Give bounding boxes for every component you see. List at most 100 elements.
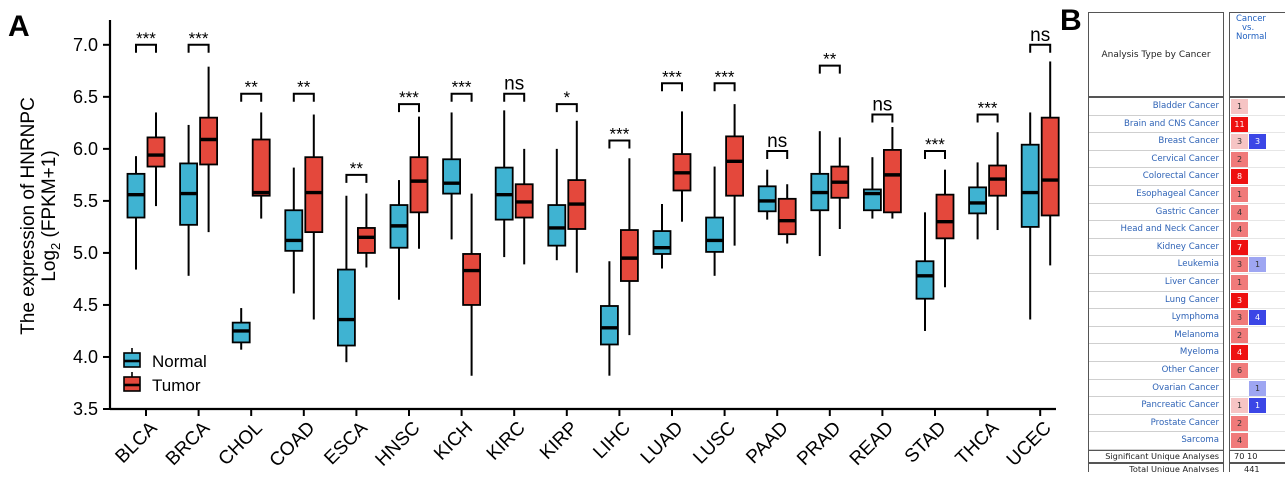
significance-label: * [563, 88, 570, 107]
significance-bracket [240, 92, 263, 102]
significance-bracket [503, 92, 526, 102]
underexpression-cell[interactable]: 1 [1249, 380, 1266, 396]
overexpression-cell[interactable]: 3 [1231, 134, 1248, 150]
significance-label: ns [872, 95, 892, 116]
table-row: 3 [1230, 292, 1285, 310]
box-tumor [462, 253, 482, 306]
overexpression-cell[interactable]: 4 [1231, 222, 1248, 238]
overexpression-cell[interactable]: 11 [1231, 116, 1248, 132]
significance-bracket [924, 149, 946, 159]
x-tick-label: PRAD [793, 418, 845, 470]
table-row-label[interactable]: Ovarian Cancer [1089, 380, 1223, 398]
x-tick-label: COAD [266, 418, 320, 472]
table-row-label[interactable]: Esophageal Cancer [1089, 186, 1223, 204]
box-tumor [251, 138, 271, 197]
table-row: 4 [1230, 204, 1285, 222]
footer-total: Total Unique Analyses 441 [1088, 463, 1285, 472]
significance-bracket [450, 92, 473, 102]
y-tick-label: 4.0 [73, 347, 98, 367]
table-row-label[interactable]: Colorectal Cancer [1089, 168, 1223, 186]
table-row-label[interactable]: Prostate Cancer [1089, 415, 1223, 433]
significance-bracket [187, 43, 210, 53]
significance-bracket [661, 82, 683, 92]
table-row-label[interactable]: Lymphoma [1089, 309, 1223, 327]
overexpression-cell[interactable]: 2 [1231, 415, 1248, 431]
header-right-line-1: Cancer [1236, 14, 1266, 24]
overexpression-cell[interactable]: 3 [1231, 257, 1248, 273]
significance-bracket [608, 139, 631, 149]
table-row: 1 [1230, 98, 1285, 116]
box-tumor [883, 149, 902, 214]
underexpression-cell[interactable]: 1 [1249, 257, 1266, 273]
table-row-label[interactable]: Leukemia [1089, 256, 1223, 274]
x-tick-label: ESCA [320, 417, 372, 469]
significance-bracket [766, 149, 789, 159]
overexpression-cell[interactable]: 1 [1231, 99, 1248, 114]
table-row-label[interactable]: Breast Cancer [1089, 133, 1223, 151]
underexpression-cell[interactable]: 4 [1249, 310, 1266, 326]
box-normal [547, 204, 567, 247]
table-row-label[interactable]: Cervical Cancer [1089, 151, 1223, 169]
x-tick-label: UCEC [1003, 418, 1056, 471]
significance-label: ** [823, 50, 837, 69]
overexpression-cell[interactable]: 4 [1231, 433, 1248, 449]
significance-label: *** [136, 29, 156, 48]
significance-bracket [976, 113, 999, 123]
overexpression-cell[interactable]: 7 [1231, 239, 1248, 255]
table-row: 4 [1230, 344, 1285, 362]
y-axis-label-line1: The expression of HNRNPC [18, 97, 39, 335]
overexpression-cell[interactable]: 6 [1231, 362, 1248, 378]
overexpression-cell[interactable]: 3 [1231, 292, 1248, 308]
overexpression-cell[interactable]: 1 [1231, 274, 1248, 290]
overexpression-cell[interactable]: 3 [1231, 310, 1248, 326]
x-tick-label: READ [846, 418, 898, 470]
overexpression-cell[interactable]: 1 [1231, 186, 1248, 202]
table-row-label[interactable]: Gastric Cancer [1089, 204, 1223, 222]
y-tick-label: 6.5 [73, 87, 98, 107]
box-tumor [935, 193, 955, 240]
header-right-line-2: vs. [1242, 23, 1255, 33]
significance-label: ns [1030, 25, 1050, 46]
table-row-label[interactable]: Head and Neck Cancer [1089, 221, 1223, 239]
overexpression-cell[interactable]: 2 [1231, 327, 1248, 343]
underexpression-cell[interactable]: 1 [1249, 398, 1266, 414]
table-row-label[interactable]: Pancreatic Cancer [1089, 397, 1223, 415]
x-tick-label: BRCA [162, 417, 214, 469]
table-row-label[interactable]: Bladder Cancer [1089, 98, 1223, 116]
table-row-label[interactable]: Liver Cancer [1089, 274, 1223, 292]
significance-label: *** [189, 29, 209, 48]
overexpression-cell[interactable]: 4 [1231, 204, 1248, 220]
table-row-label[interactable]: Other Cancer [1089, 362, 1223, 380]
significance-bracket [345, 173, 368, 183]
box-normal [652, 230, 672, 255]
table-row-label[interactable]: Brain and CNS Cancer [1089, 116, 1223, 134]
table-row-label[interactable]: Melanoma [1089, 327, 1223, 345]
table-row: 2 [1230, 415, 1285, 433]
underexpression-cell[interactable]: 3 [1249, 134, 1266, 150]
overexpression-cell[interactable]: 2 [1231, 151, 1248, 167]
y-tick-label: 7.0 [73, 35, 98, 55]
x-tick-label: KIRP [536, 418, 582, 464]
box-normal [600, 305, 619, 346]
table-row: 7 [1230, 239, 1285, 257]
table-row-label[interactable]: Sarcoma [1089, 432, 1223, 450]
legend-label-tumor: Tumor [152, 376, 201, 395]
header-right-line-3: Normal [1236, 32, 1267, 42]
x-tick-label: THCA [952, 417, 1004, 469]
table-row: 4 [1230, 221, 1285, 239]
box-tumor [356, 227, 376, 254]
x-tick-label: KICH [430, 418, 477, 465]
box-normal [336, 268, 356, 347]
overexpression-cell[interactable]: 1 [1231, 398, 1248, 414]
x-tick-label: LUSC [689, 418, 740, 469]
table-row-label[interactable]: Lung Cancer [1089, 292, 1223, 310]
overexpression-cell[interactable]: 8 [1231, 169, 1248, 185]
table-row-label[interactable]: Myeloma [1089, 344, 1223, 362]
overexpression-cell[interactable]: 4 [1231, 345, 1248, 361]
table-row: 1 [1230, 186, 1285, 204]
box-tumor [777, 197, 797, 236]
table-row-label[interactable]: Kidney Cancer [1089, 239, 1223, 257]
x-tick-label: CHOL [215, 418, 267, 470]
